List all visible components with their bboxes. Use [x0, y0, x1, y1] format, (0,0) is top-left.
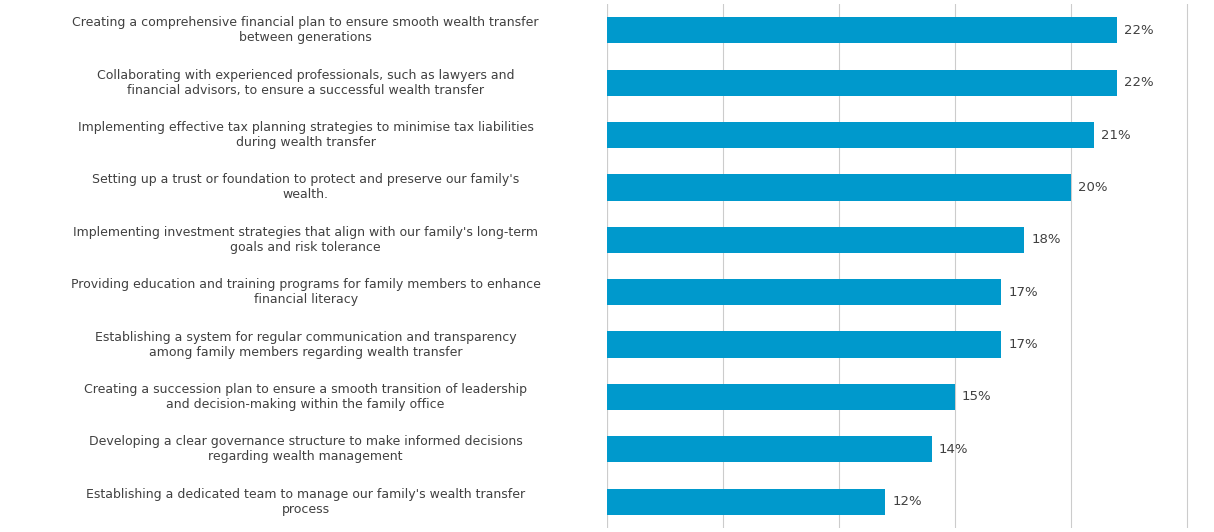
Bar	[607, 436, 931, 462]
Text: 21%: 21%	[1101, 129, 1130, 142]
Text: Implementing effective tax planning strategies to minimise tax liabilities
durin: Implementing effective tax planning stra…	[78, 121, 533, 149]
Text: Collaborating with experienced professionals, such as lawyers and
financial advi: Collaborating with experienced professio…	[97, 69, 515, 97]
Bar	[607, 174, 1071, 201]
Bar	[607, 227, 1025, 253]
Text: 20%: 20%	[1078, 181, 1107, 194]
Bar	[607, 331, 1002, 358]
Bar	[607, 122, 1094, 148]
Text: Providing education and training programs for family members to enhance
financia: Providing education and training program…	[70, 278, 540, 306]
Bar	[607, 279, 1002, 305]
Text: 22%: 22%	[1124, 76, 1153, 89]
Bar	[607, 17, 1117, 44]
Text: Developing a clear governance structure to make informed decisions
regarding wea: Developing a clear governance structure …	[89, 435, 522, 463]
Text: 14%: 14%	[938, 443, 968, 456]
Text: 15%: 15%	[961, 390, 992, 403]
Text: Establishing a system for regular communication and transparency
among family me: Establishing a system for regular commun…	[95, 330, 516, 359]
Text: 18%: 18%	[1032, 234, 1061, 246]
Bar	[607, 70, 1117, 96]
Bar	[607, 384, 954, 410]
Text: Setting up a trust or foundation to protect and preserve our family's
wealth.: Setting up a trust or foundation to prot…	[92, 173, 520, 202]
Bar	[607, 488, 885, 515]
Text: 17%: 17%	[1008, 338, 1038, 351]
Text: Creating a comprehensive financial plan to ensure smooth wealth transfer
between: Creating a comprehensive financial plan …	[73, 16, 539, 44]
Text: 12%: 12%	[892, 495, 921, 508]
Text: Implementing investment strategies that align with our family's long-term
goals : Implementing investment strategies that …	[73, 226, 538, 254]
Text: Establishing a dedicated team to manage our family's wealth transfer
process: Establishing a dedicated team to manage …	[86, 488, 526, 516]
Text: 17%: 17%	[1008, 286, 1038, 298]
Text: Creating a succession plan to ensure a smooth transition of leadership
and decis: Creating a succession plan to ensure a s…	[84, 383, 527, 411]
Text: 22%: 22%	[1124, 24, 1153, 37]
